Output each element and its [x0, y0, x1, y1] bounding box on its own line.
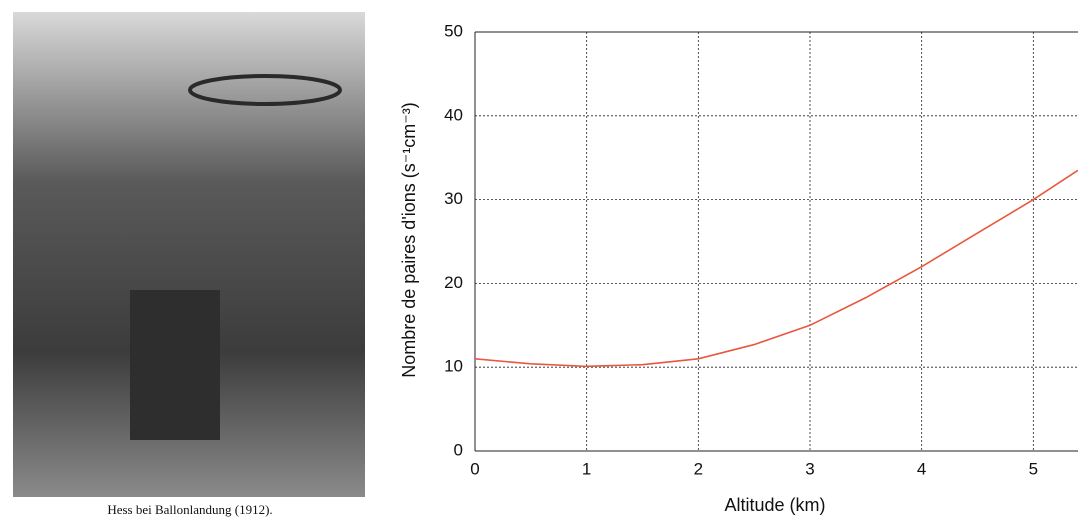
y-tick-label: 40 [444, 105, 463, 124]
x-tick-label: 0 [470, 459, 479, 478]
y-axis-label: Nombre de paires d'ions (s⁻¹cm⁻³) [399, 102, 419, 378]
photo-caption: Hess bei Ballonlandung (1912). [107, 502, 272, 517]
x-tick-label: 4 [917, 459, 926, 478]
x-tick-label: 2 [694, 459, 703, 478]
x-tick-label: 1 [582, 459, 591, 478]
x-tick-label: 5 [1029, 459, 1038, 478]
y-tick-label: 10 [444, 357, 463, 376]
photo-basket [130, 290, 220, 440]
data-line [474, 169, 1078, 368]
x-tick-label: 3 [805, 459, 814, 478]
photo-ring [188, 74, 342, 106]
y-tick-label: 20 [444, 273, 463, 292]
x-axis-label: Altitude (km) [724, 495, 825, 515]
photo [13, 12, 365, 497]
y-tick-label: 50 [444, 21, 463, 40]
y-tick-label: 0 [454, 440, 463, 459]
y-tick-label: 30 [444, 189, 463, 208]
